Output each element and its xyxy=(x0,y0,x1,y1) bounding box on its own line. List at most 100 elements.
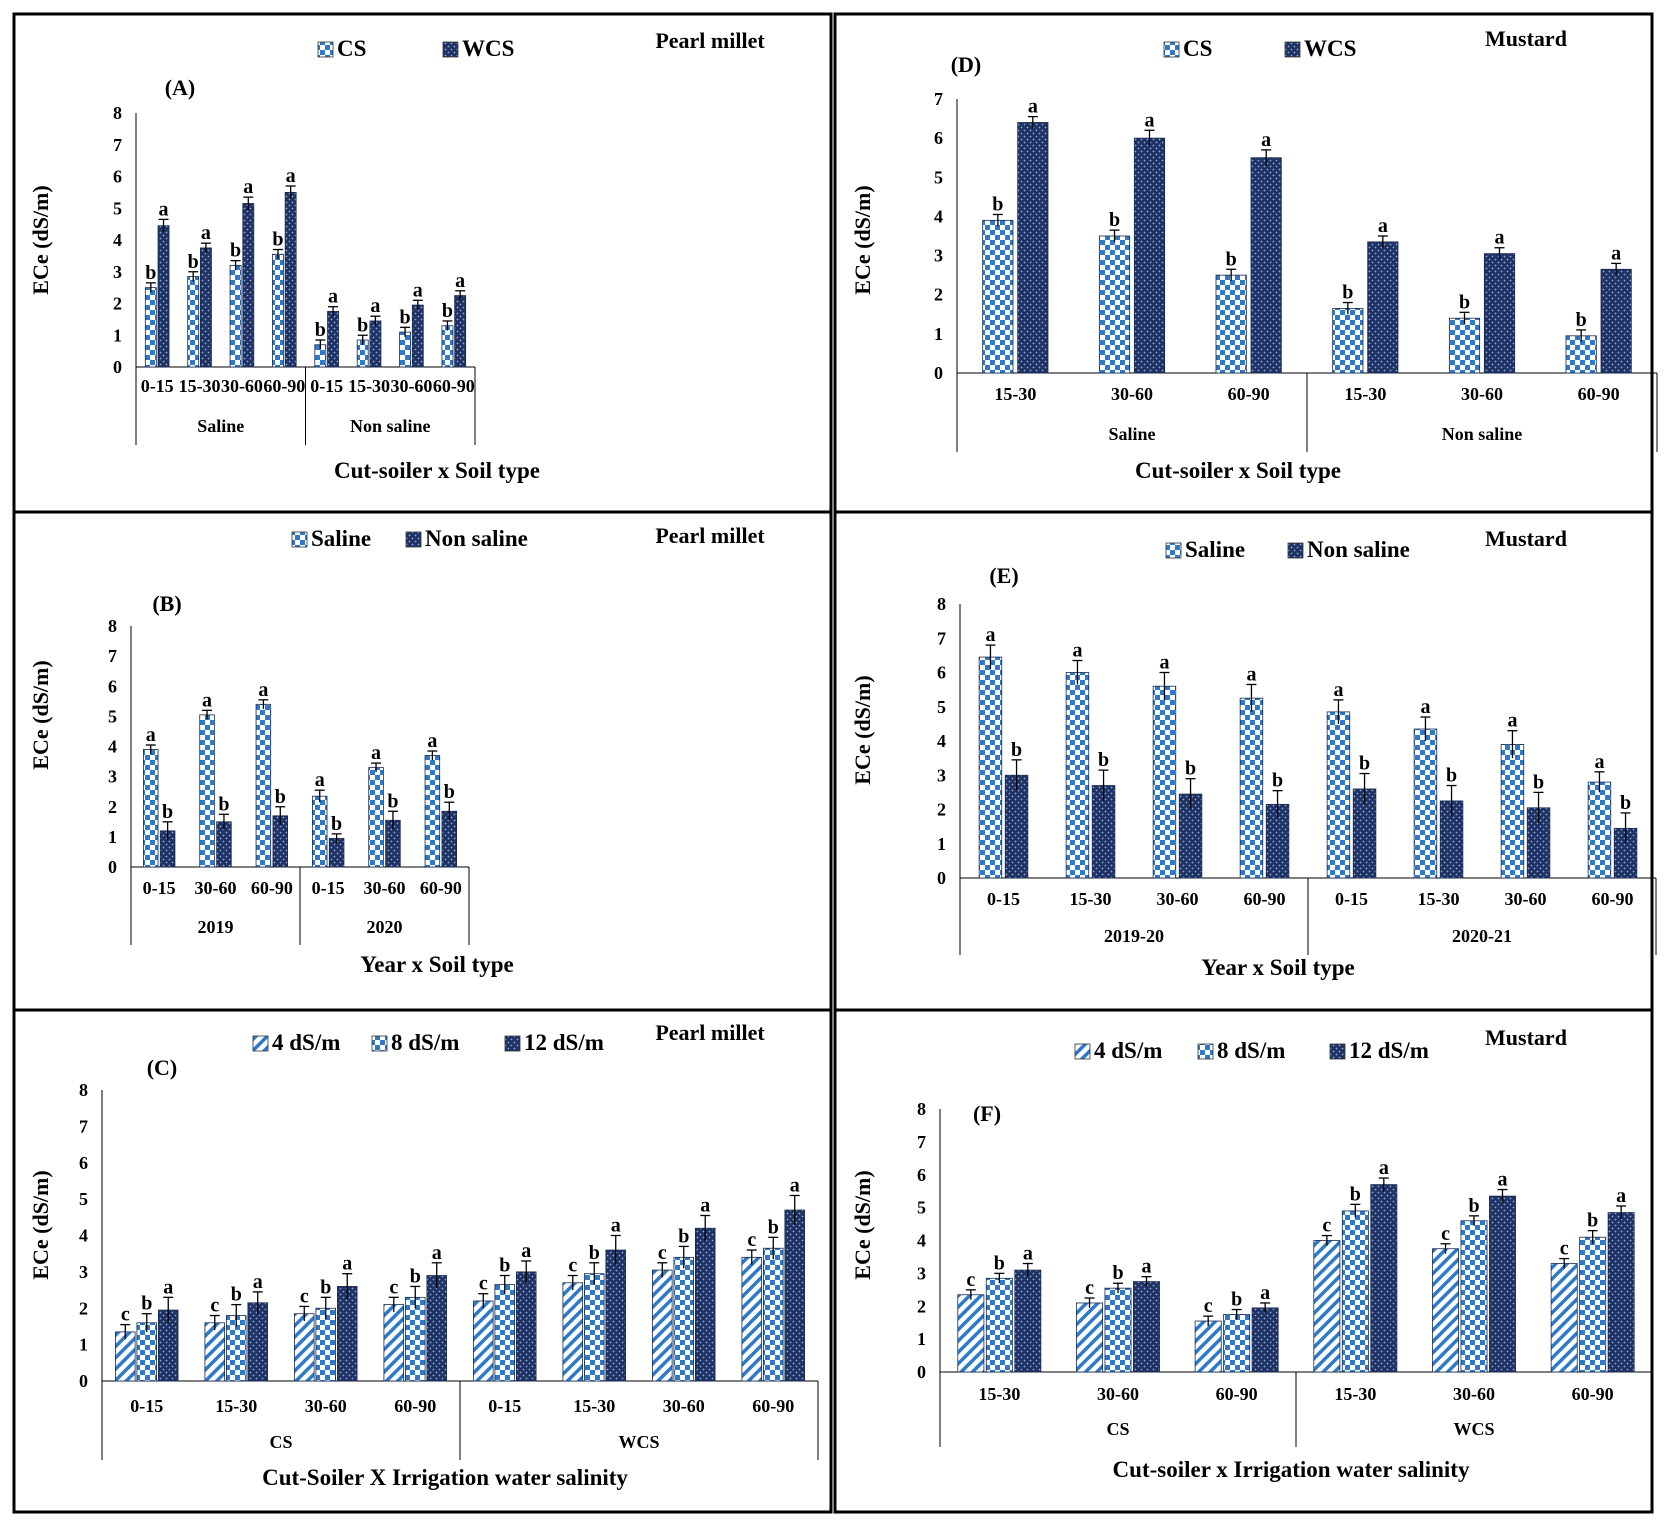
legend-label: WCS xyxy=(1304,36,1356,61)
significance-letter: b xyxy=(400,306,411,328)
bar xyxy=(424,755,441,868)
bar xyxy=(584,1273,605,1382)
significance-letter: a xyxy=(201,222,211,244)
bar xyxy=(652,1269,673,1382)
bar xyxy=(247,1302,268,1382)
x-tick-label: 0-15 xyxy=(987,889,1020,909)
significance-letter: a xyxy=(1379,1157,1389,1179)
panel-label: (A) xyxy=(165,75,196,100)
y-axis-title: ECe (dS/m) xyxy=(850,185,875,294)
y-tick-label: 5 xyxy=(108,706,117,726)
bar xyxy=(1607,1212,1635,1373)
x-tick-label: 60-90 xyxy=(1592,889,1634,909)
significance-letter: b xyxy=(1226,248,1237,270)
legend-label: 12 dS/m xyxy=(524,1030,604,1055)
y-tick-label: 1 xyxy=(108,827,117,847)
bar xyxy=(311,795,328,868)
crop-title: Mustard xyxy=(1485,1025,1567,1050)
y-tick-label: 0 xyxy=(79,1371,88,1391)
bar xyxy=(336,1286,358,1382)
group-label: WCS xyxy=(618,1432,659,1452)
legend-swatch xyxy=(317,41,334,58)
bar xyxy=(1460,1220,1488,1373)
y-tick-label: 7 xyxy=(917,1132,926,1152)
significance-letter: b xyxy=(994,1252,1005,1274)
x-tick-label: 15-30 xyxy=(573,1396,615,1416)
x-tick-label: 30-60 xyxy=(663,1396,705,1416)
significance-letter: c xyxy=(1322,1215,1331,1237)
bar xyxy=(242,203,255,368)
bar xyxy=(327,311,339,368)
significance-letter: a xyxy=(1333,679,1343,701)
significance-letter: a xyxy=(371,742,381,764)
x-tick-label: 60-90 xyxy=(1572,1384,1614,1404)
x-axis-title: Year x Soil type xyxy=(1201,955,1355,980)
x-tick-label: 60-90 xyxy=(394,1396,436,1416)
bar xyxy=(562,1282,584,1382)
bar xyxy=(1133,1281,1160,1373)
significance-letter: a xyxy=(1261,129,1271,151)
bar xyxy=(1565,335,1597,374)
significance-letter: b xyxy=(272,229,283,251)
bar xyxy=(1600,268,1632,374)
y-tick-label: 5 xyxy=(113,198,122,218)
significance-letter: a xyxy=(342,1253,352,1275)
y-tick-label: 8 xyxy=(108,616,117,636)
significance-letter: a xyxy=(202,689,212,711)
significance-letter: b xyxy=(141,1293,152,1315)
y-tick-label: 2 xyxy=(108,797,117,817)
significance-letter: b xyxy=(320,1276,331,1298)
y-tick-label: 2 xyxy=(934,285,943,305)
significance-letter: a xyxy=(328,286,338,308)
bar xyxy=(255,703,272,868)
significance-letter: a xyxy=(1145,109,1155,131)
bar xyxy=(368,767,384,868)
x-tick-label: 30-60 xyxy=(1111,384,1153,404)
panel-frame-a xyxy=(12,12,833,514)
x-tick-label: 30-60 xyxy=(1097,1384,1139,1404)
bar xyxy=(982,219,1014,374)
x-tick-label: 60-90 xyxy=(1228,384,1270,404)
significance-letter: a xyxy=(370,295,380,317)
significance-letter: a xyxy=(1594,751,1604,773)
y-tick-label: 2 xyxy=(917,1296,926,1316)
x-tick-label: 60-90 xyxy=(251,878,293,898)
x-tick-label: 60-90 xyxy=(752,1396,794,1416)
bar xyxy=(1215,274,1247,374)
y-tick-label: 5 xyxy=(934,167,943,187)
legend-label: WCS xyxy=(462,36,514,61)
x-axis-title: Cut-soiler x Soil type xyxy=(334,458,540,483)
significance-letter: a xyxy=(427,730,437,752)
significance-letter: a xyxy=(1495,227,1505,249)
x-tick-label: 15-30 xyxy=(348,376,390,396)
bar xyxy=(1152,685,1177,879)
crop-title: Mustard xyxy=(1485,26,1567,51)
x-tick-label: 0-15 xyxy=(312,878,345,898)
significance-letter: a xyxy=(1616,1185,1626,1207)
bar xyxy=(1194,1320,1222,1373)
significance-letter: b xyxy=(162,801,173,823)
y-tick-label: 1 xyxy=(79,1335,88,1355)
panel-frame-b xyxy=(12,510,833,1012)
significance-letter: b xyxy=(230,240,241,262)
significance-letter: b xyxy=(1459,291,1470,313)
bar xyxy=(1014,1269,1042,1373)
bar xyxy=(1326,711,1351,879)
legend-label: Saline xyxy=(311,526,371,551)
bar xyxy=(784,1209,805,1382)
bar xyxy=(1432,1248,1459,1373)
significance-letter: b xyxy=(1185,758,1196,780)
y-tick-label: 3 xyxy=(917,1263,926,1283)
significance-letter: a xyxy=(253,1271,263,1293)
bar xyxy=(694,1227,716,1382)
y-axis-title: ECe (dS/m) xyxy=(850,675,875,784)
panel-frame-c xyxy=(12,1008,833,1514)
group-label: CS xyxy=(1106,1419,1129,1439)
significance-letter: b xyxy=(410,1265,421,1287)
x-tick-label: 15-30 xyxy=(1070,889,1112,909)
y-tick-label: 7 xyxy=(113,135,122,155)
crop-title: Mustard xyxy=(1485,526,1567,551)
x-tick-label: 60-90 xyxy=(263,376,305,396)
legend-swatch xyxy=(1329,1043,1346,1060)
